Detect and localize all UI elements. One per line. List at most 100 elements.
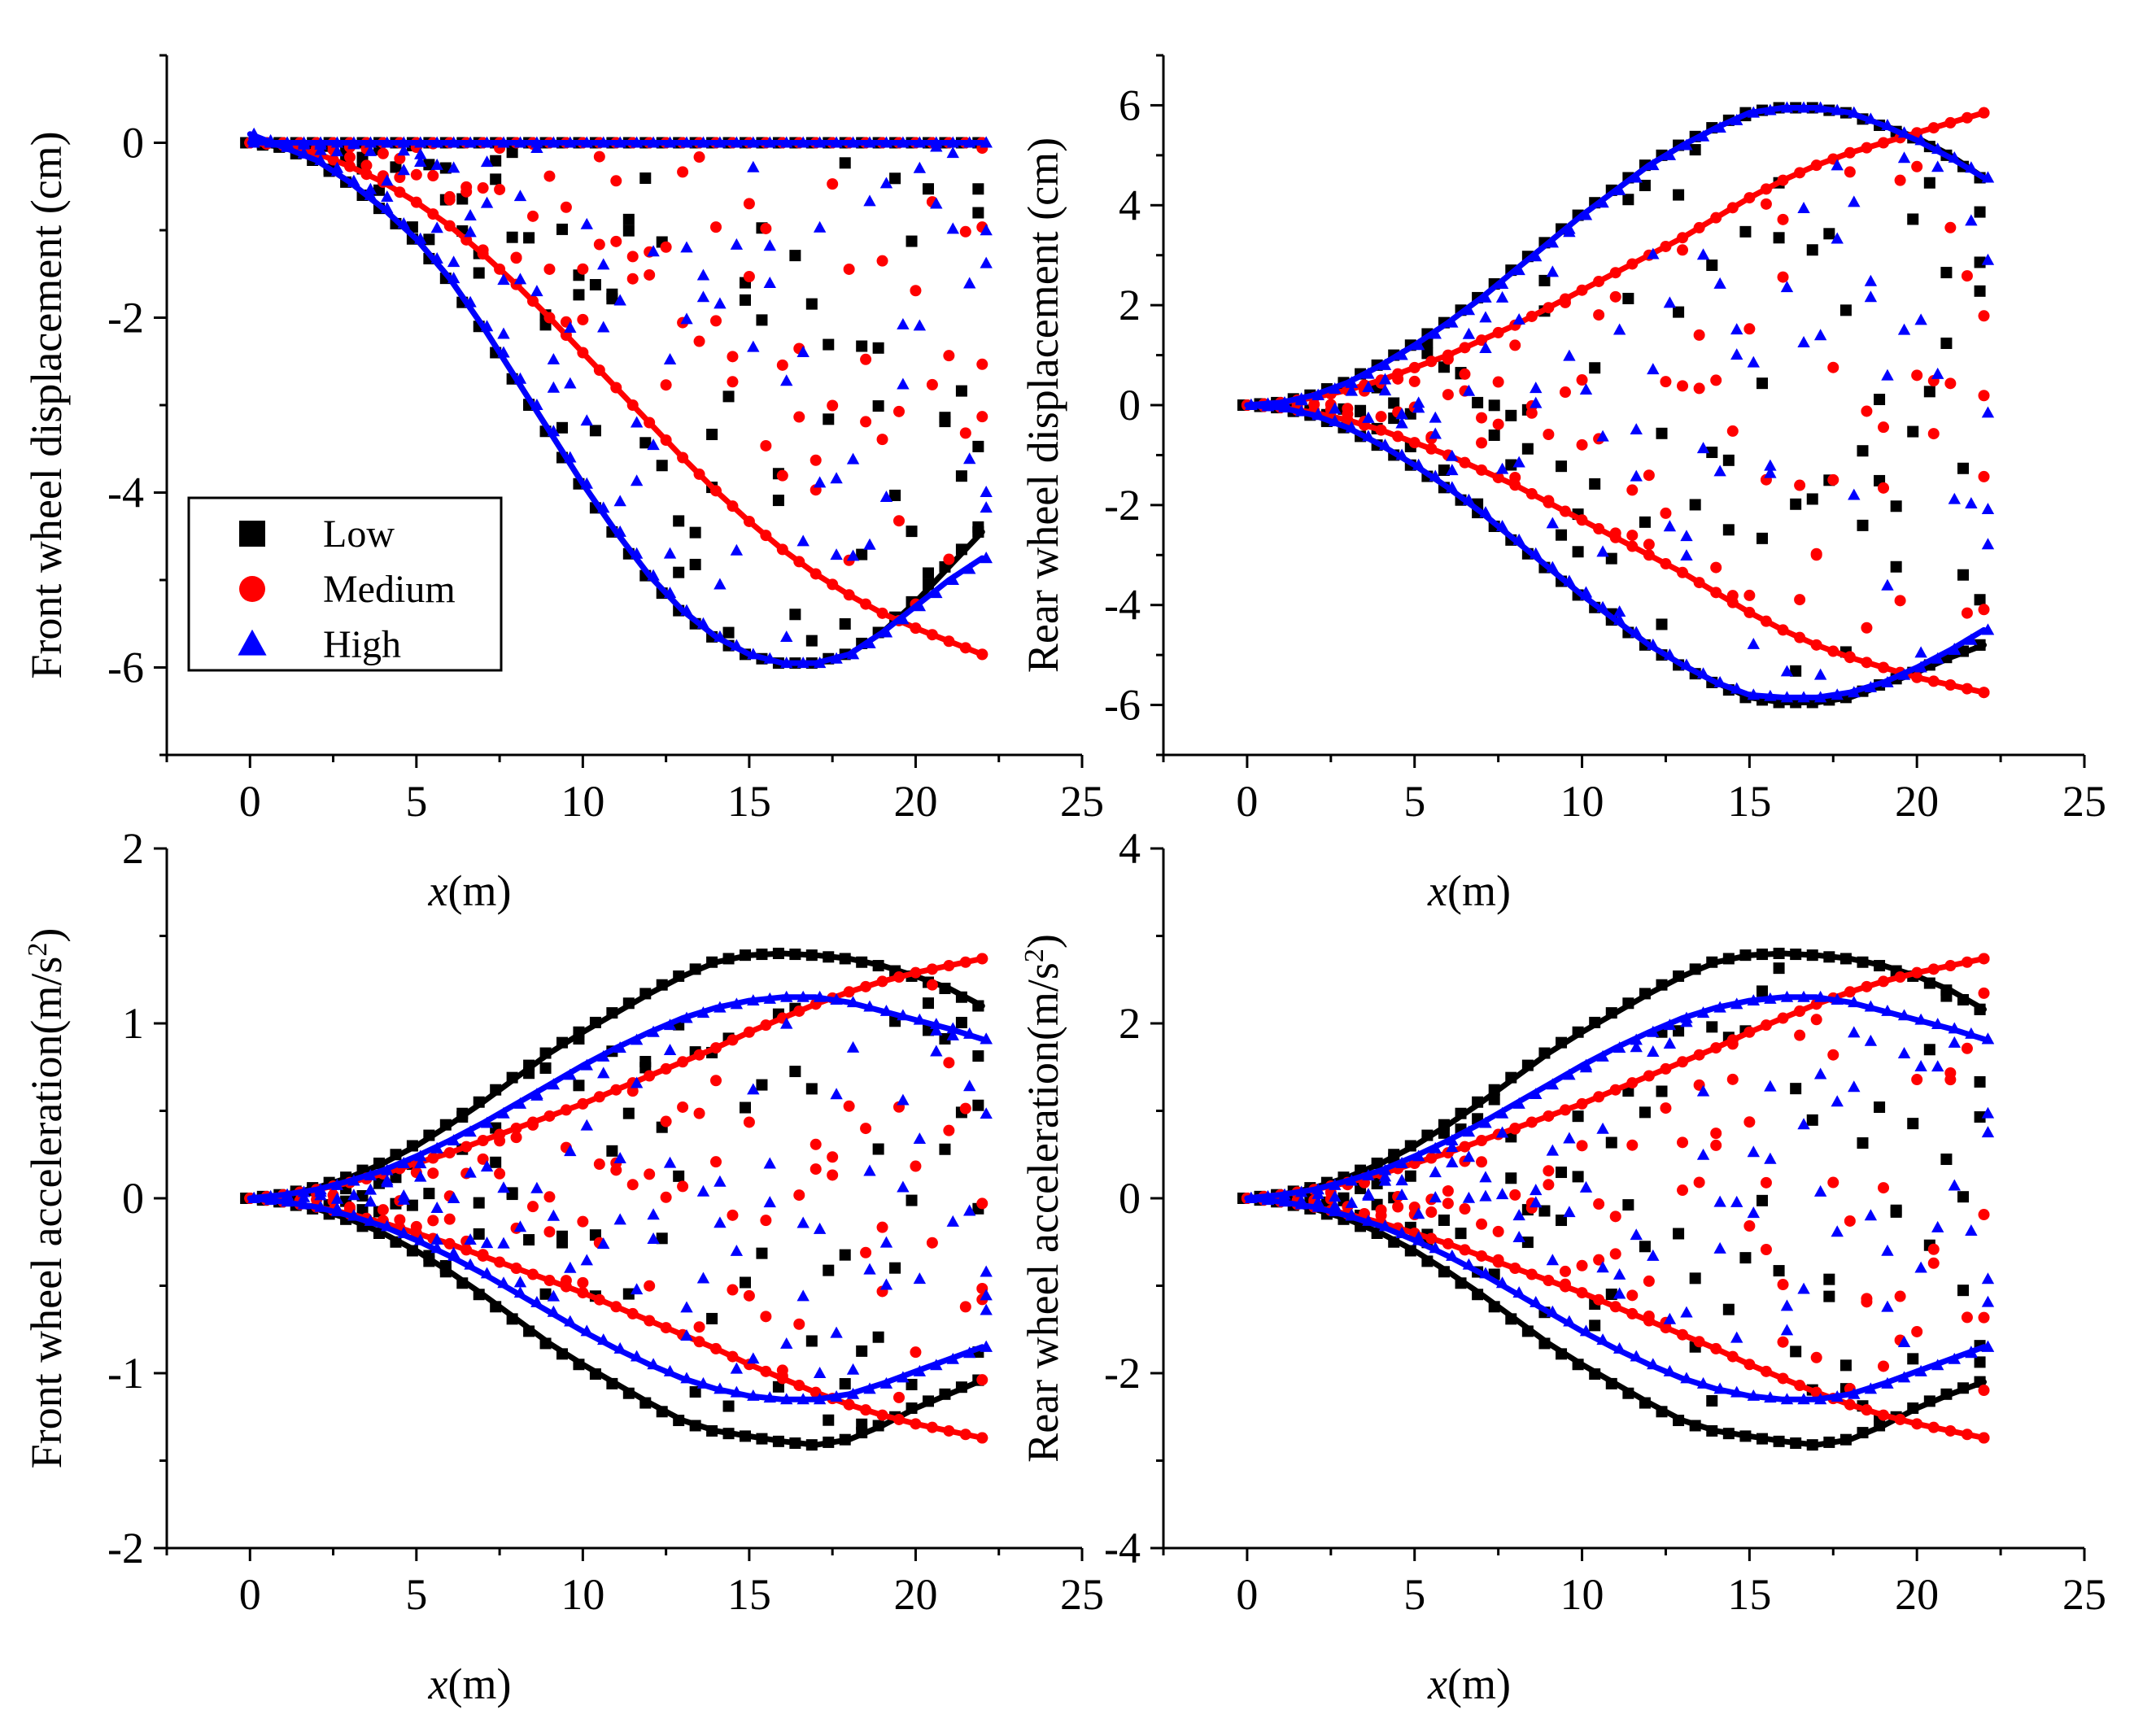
data-point	[1647, 1045, 1660, 1058]
data-point	[913, 1364, 927, 1376]
data-point	[1472, 1096, 1484, 1108]
data-point	[780, 656, 793, 669]
data-point	[564, 1315, 577, 1327]
data-point	[1488, 1084, 1500, 1096]
data-point	[972, 1000, 984, 1012]
data-point	[1878, 1409, 1890, 1421]
data-point	[1609, 1248, 1621, 1260]
data-point	[663, 1364, 677, 1376]
data-point	[1512, 1286, 1525, 1298]
data-point	[943, 350, 955, 362]
data-point	[1530, 1196, 1543, 1208]
data-point	[330, 1192, 344, 1204]
data-point	[447, 136, 460, 148]
data-point	[830, 548, 843, 560]
data-point	[597, 321, 610, 333]
data-point	[673, 566, 685, 578]
data-point	[740, 1276, 751, 1289]
data-point	[427, 1152, 439, 1164]
data-point	[793, 1005, 805, 1017]
plot-area	[240, 948, 993, 1451]
data-point	[879, 491, 893, 503]
data-point	[1512, 312, 1525, 325]
data-point	[580, 136, 593, 148]
data-point	[1710, 212, 1722, 224]
data-point	[1593, 1198, 1605, 1210]
data-point	[955, 470, 967, 482]
data-point	[364, 1195, 377, 1207]
data-point	[843, 589, 855, 601]
data-point	[347, 1174, 360, 1186]
data-point	[1421, 1255, 1434, 1267]
data-point	[1974, 1111, 1986, 1123]
data-point	[693, 335, 705, 347]
data-point	[796, 1393, 810, 1405]
data-point	[813, 220, 827, 233]
data-point	[789, 949, 801, 961]
data-point	[660, 379, 672, 391]
data-point	[1579, 1058, 1593, 1071]
data-point	[1857, 519, 1869, 531]
data-point	[939, 1032, 951, 1045]
data-point	[1345, 1209, 1359, 1221]
data-point	[876, 255, 888, 267]
data-point	[1609, 1210, 1621, 1223]
data-point	[1813, 101, 1827, 113]
data-point	[1806, 1439, 1818, 1451]
series-line-low	[1244, 950, 1987, 1202]
data-point	[1438, 1266, 1450, 1278]
data-point	[1525, 310, 1538, 322]
data-point	[763, 1157, 776, 1169]
data-point	[823, 413, 835, 425]
data-point	[497, 346, 510, 358]
data-point	[464, 1258, 477, 1270]
data-point	[1559, 1265, 1571, 1277]
data-point	[1764, 992, 1777, 1004]
data-point	[780, 1337, 793, 1349]
data-point	[846, 452, 860, 465]
data-point	[364, 182, 377, 194]
data-point	[1874, 960, 1886, 972]
data-point	[830, 1326, 843, 1338]
data-point	[473, 1289, 485, 1301]
data-point	[696, 1271, 710, 1284]
data-point	[1663, 148, 1677, 160]
data-point	[863, 136, 876, 148]
data-point	[580, 1058, 593, 1071]
data-point	[556, 421, 568, 434]
data-point	[1294, 392, 1308, 404]
data-point	[827, 399, 839, 412]
data-point	[1505, 1071, 1517, 1084]
data-point	[860, 980, 872, 992]
data-point	[1660, 507, 1672, 519]
data-point	[1706, 1394, 1718, 1407]
data-point	[406, 1140, 418, 1152]
data-point	[490, 155, 502, 167]
data-point	[879, 626, 893, 638]
data-point	[1764, 466, 1777, 478]
data-point	[547, 1289, 561, 1302]
data-point	[547, 425, 561, 437]
data-point	[1722, 1428, 1735, 1440]
data-point	[1794, 479, 1806, 491]
data-point	[593, 150, 605, 163]
data-point	[1495, 462, 1509, 474]
data-point	[1579, 588, 1593, 600]
data-point	[1974, 639, 1986, 651]
x-axis-unit: (m)	[448, 1660, 512, 1708]
data-point	[760, 1215, 772, 1227]
data-point	[247, 136, 260, 148]
data-point	[1927, 122, 1940, 134]
data-point	[1981, 503, 1995, 515]
data-point	[1647, 1249, 1660, 1261]
data-point	[547, 1078, 561, 1090]
data-point	[856, 1345, 868, 1357]
data-point	[1680, 530, 1693, 542]
data-point	[1848, 488, 1861, 500]
data-point	[1974, 256, 1986, 268]
data-point	[430, 1241, 443, 1254]
data-point	[1495, 290, 1509, 303]
data-point	[347, 136, 360, 148]
data-point	[1881, 1004, 1894, 1016]
y-tick-label: 1	[122, 999, 144, 1048]
